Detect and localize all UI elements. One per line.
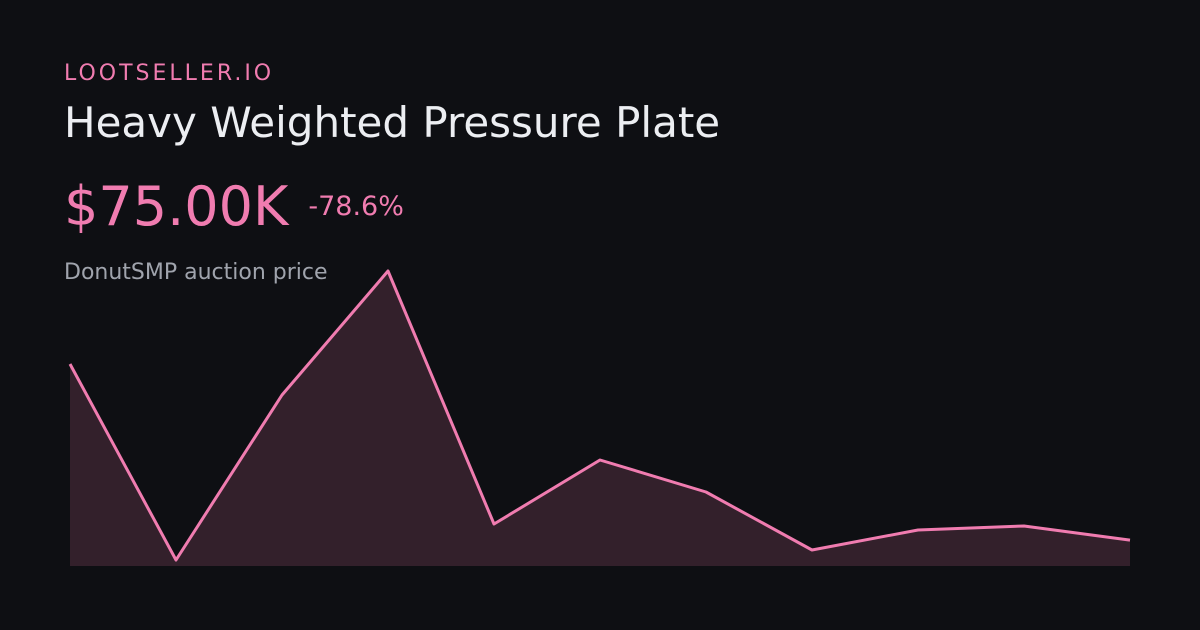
subtitle: DonutSMP auction price — [64, 260, 328, 285]
price: $75.00K — [64, 175, 290, 238]
sparkline — [68, 269, 1131, 566]
price-line — [68, 269, 1131, 562]
price-change: -78.6% — [308, 191, 404, 222]
brand: LOOTSELLER.IO — [64, 61, 274, 86]
area-fill — [70, 271, 1130, 566]
item-title: Heavy Weighted Pressure Plate — [64, 98, 720, 147]
